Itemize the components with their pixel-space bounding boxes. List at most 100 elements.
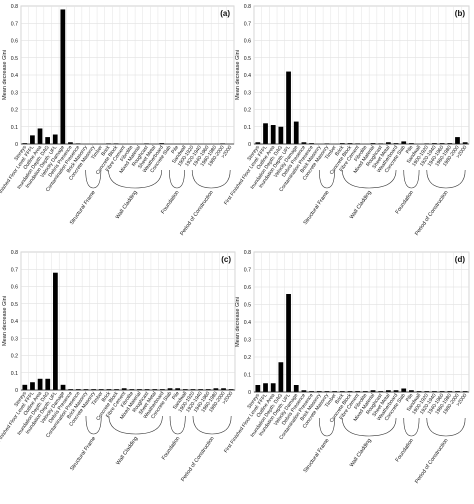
bar <box>68 389 74 390</box>
group-label: Period of Construction <box>179 190 215 237</box>
y-tick-label: 0.4 <box>244 73 251 79</box>
y-tick-label: 0 <box>15 142 18 148</box>
bar <box>83 389 89 390</box>
group-label: Structural Frame <box>69 436 97 472</box>
y-axis-label: Mean decrease Gini <box>2 50 8 100</box>
group-label: Wall Cladding <box>349 190 373 221</box>
y-tick-label: 0.3 <box>244 338 251 344</box>
y-tick-label: 0.6 <box>244 285 251 291</box>
group-label: Structural Frame <box>303 438 331 474</box>
bar <box>385 142 391 144</box>
bar <box>455 391 460 392</box>
bar <box>144 389 150 390</box>
x-tick-label: Pile <box>171 391 181 401</box>
bar <box>175 388 181 390</box>
group-brace <box>318 417 335 437</box>
bar <box>205 389 211 390</box>
group-brace <box>85 415 102 435</box>
y-tick-label: 0 <box>248 390 251 396</box>
bar <box>409 390 414 392</box>
bar <box>462 391 468 392</box>
bar <box>22 384 28 390</box>
bar <box>53 272 58 390</box>
bar <box>255 142 261 144</box>
bar <box>393 143 399 144</box>
bar <box>424 391 430 392</box>
group-label: Period of Construction <box>414 438 450 485</box>
bar <box>355 391 361 392</box>
group-brace <box>403 417 420 437</box>
y-tick-label: 0.4 <box>244 320 251 326</box>
y-tick-label: 0.2 <box>244 355 251 361</box>
y-tick-label: 0.3 <box>244 90 251 96</box>
y-axis-label: Mean decrease Gini <box>235 297 241 347</box>
bar <box>324 391 330 392</box>
bar <box>385 390 391 392</box>
y-tick-label: 0.6 <box>11 39 18 45</box>
bar <box>286 71 291 144</box>
group-brace <box>85 169 102 189</box>
bar <box>167 388 173 390</box>
bar <box>439 391 445 392</box>
y-tick-label: 0 <box>15 388 18 394</box>
bar <box>30 135 35 144</box>
group-label: Foundation <box>160 190 180 216</box>
bar <box>309 143 314 144</box>
bar <box>455 137 460 144</box>
bar <box>37 378 43 390</box>
bar <box>75 389 81 390</box>
y-tick-label: 0.4 <box>11 73 18 79</box>
group-brace <box>169 169 185 189</box>
y-tick-label: 0.5 <box>244 56 251 62</box>
bar <box>228 389 234 390</box>
group-brace <box>342 417 397 437</box>
bar <box>293 121 299 144</box>
x-tick-label: Brick <box>100 144 112 157</box>
y-tick-label: 0.2 <box>11 108 18 114</box>
bar <box>439 143 445 144</box>
bar <box>255 385 261 392</box>
y-tick-label: 0.1 <box>11 371 18 377</box>
chart-panel-2: 0 0.1 0.2 0.3 0.4 0.5 0.6 0.7 0.8 Mean decrease G… <box>223 4 470 237</box>
group-brace <box>318 169 335 189</box>
y-tick-label: 0.5 <box>244 303 251 309</box>
bar <box>293 385 299 392</box>
group-brace <box>403 169 420 189</box>
group-brace <box>191 169 231 189</box>
x-tick-label: Brick <box>101 390 113 403</box>
x-tick-label: Pile <box>405 393 415 403</box>
y-tick-label: 0.8 <box>244 4 251 10</box>
bar <box>52 134 58 144</box>
bar <box>137 389 142 390</box>
bar <box>378 391 384 392</box>
group-brace <box>108 415 163 435</box>
group-brace <box>108 169 163 189</box>
y-tick-label: 0.8 <box>11 4 18 10</box>
bar <box>409 143 414 144</box>
x-tick-label: Pile <box>170 145 180 155</box>
bar <box>301 142 307 144</box>
bar <box>301 390 307 392</box>
bar <box>416 391 422 392</box>
x-tick-label: Pile <box>405 145 415 155</box>
bar <box>316 391 322 392</box>
bar <box>114 389 119 390</box>
group-label: Wall Cladding <box>115 436 139 467</box>
group-brace <box>192 415 232 435</box>
y-tick-label: 0.6 <box>244 39 251 45</box>
chart-panel-4: 0 0.1 0.2 0.3 0.4 0.5 0.6 0.7 0.8 Mean decrease G… <box>223 250 470 485</box>
panel-label: (d) <box>455 255 466 264</box>
y-tick-label: 0.1 <box>244 373 251 379</box>
bar <box>106 389 112 390</box>
group-label: Foundation <box>395 438 415 464</box>
group-brace <box>342 169 397 189</box>
group-brace <box>426 417 466 437</box>
group-label: Structural Frame <box>69 190 97 226</box>
y-tick-label: 0.2 <box>244 108 251 114</box>
panel-label: (a) <box>220 9 230 18</box>
group-label: Foundation <box>395 190 415 216</box>
bar <box>339 143 345 144</box>
bar <box>221 388 226 390</box>
bar <box>60 9 66 145</box>
